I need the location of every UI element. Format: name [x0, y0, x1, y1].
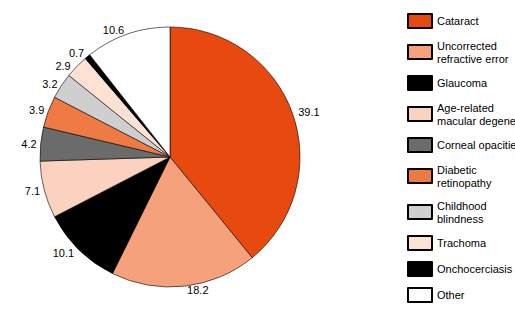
svg-text:10.6: 10.6	[103, 24, 124, 36]
svg-text:Trachoma: Trachoma	[437, 237, 487, 249]
svg-text:Glaucoma: Glaucoma	[437, 77, 488, 89]
svg-text:macular degeneration: macular degeneration	[437, 115, 515, 127]
svg-text:0.7: 0.7	[69, 47, 84, 59]
svg-text:Childhood: Childhood	[437, 200, 487, 212]
svg-text:4.2: 4.2	[21, 138, 36, 150]
svg-text:7.1: 7.1	[25, 185, 40, 197]
svg-text:retinopathy: retinopathy	[437, 177, 492, 189]
svg-text:Age-related: Age-related	[437, 102, 494, 114]
svg-text:Uncorrected: Uncorrected	[437, 40, 497, 52]
svg-text:blindness: blindness	[437, 213, 484, 225]
svg-text:3.2: 3.2	[42, 78, 57, 90]
svg-text:18.2: 18.2	[187, 284, 208, 296]
svg-text:Corneal opacities: Corneal opacities	[437, 139, 515, 151]
svg-text:39.1: 39.1	[298, 106, 319, 118]
svg-text:3.9: 3.9	[29, 104, 44, 116]
svg-text:Onchocerciasis: Onchocerciasis	[437, 263, 513, 275]
svg-text:Other: Other	[437, 289, 465, 301]
svg-text:refractive error: refractive error	[437, 53, 509, 65]
svg-text:Cataract: Cataract	[437, 15, 479, 27]
svg-text:Diabetic: Diabetic	[437, 164, 477, 176]
svg-text:10.1: 10.1	[53, 247, 74, 259]
svg-text:2.9: 2.9	[55, 60, 70, 72]
